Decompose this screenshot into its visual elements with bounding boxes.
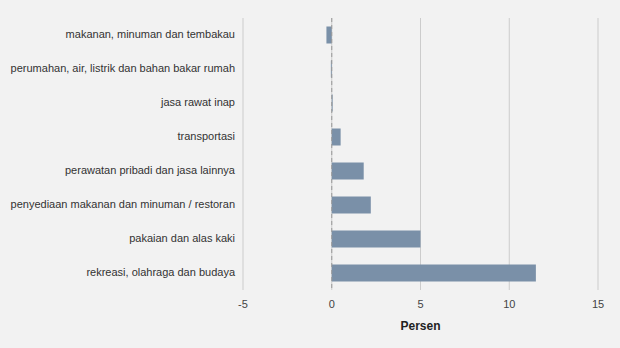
- bar: [326, 27, 331, 44]
- tick-label: 15: [592, 298, 604, 310]
- chart-container: rekreasi, olahraga dan budaya pakaian dan…: [0, 0, 620, 348]
- grid-line: [243, 18, 244, 290]
- bar: [332, 197, 371, 214]
- category-label: perawatan pribadi dan jasa lainnya: [65, 164, 236, 176]
- x-grid: [243, 18, 598, 290]
- zero-line: [331, 18, 332, 290]
- bar: [332, 163, 364, 180]
- chart-svg: rekreasi, olahraga dan budaya pakaian dan…: [0, 0, 620, 348]
- category-label: penyediaan makanan dan minuman / restora…: [11, 198, 235, 210]
- category-label: perumahan, air, listrik dan bahan bakar …: [11, 62, 235, 74]
- grid-line: [598, 18, 599, 290]
- bar: [332, 231, 421, 248]
- x-axis-ticks: -5 0 5 10 15: [238, 298, 604, 310]
- background: [0, 0, 620, 348]
- grid-line: [331, 18, 332, 290]
- tick-label: 0: [329, 298, 335, 310]
- tick-label: -5: [238, 298, 248, 310]
- x-axis-title: Persen: [400, 319, 440, 333]
- category-label: transportasi: [178, 130, 235, 142]
- bars: [326, 27, 535, 282]
- tick-label: 10: [503, 298, 515, 310]
- y-axis-labels: rekreasi, olahraga dan budaya pakaian dan…: [11, 28, 236, 278]
- grid-line: [509, 18, 510, 290]
- bar: [332, 129, 341, 146]
- grid-line: [420, 18, 421, 290]
- category-label: jasa rawat inap: [160, 96, 235, 108]
- category-label: makanan, minuman dan tembakau: [66, 28, 235, 40]
- bar: [332, 265, 536, 282]
- category-label: rekreasi, olahraga dan budaya: [86, 266, 235, 278]
- category-label: pakaian dan alas kaki: [129, 232, 235, 244]
- tick-label: 5: [417, 298, 423, 310]
